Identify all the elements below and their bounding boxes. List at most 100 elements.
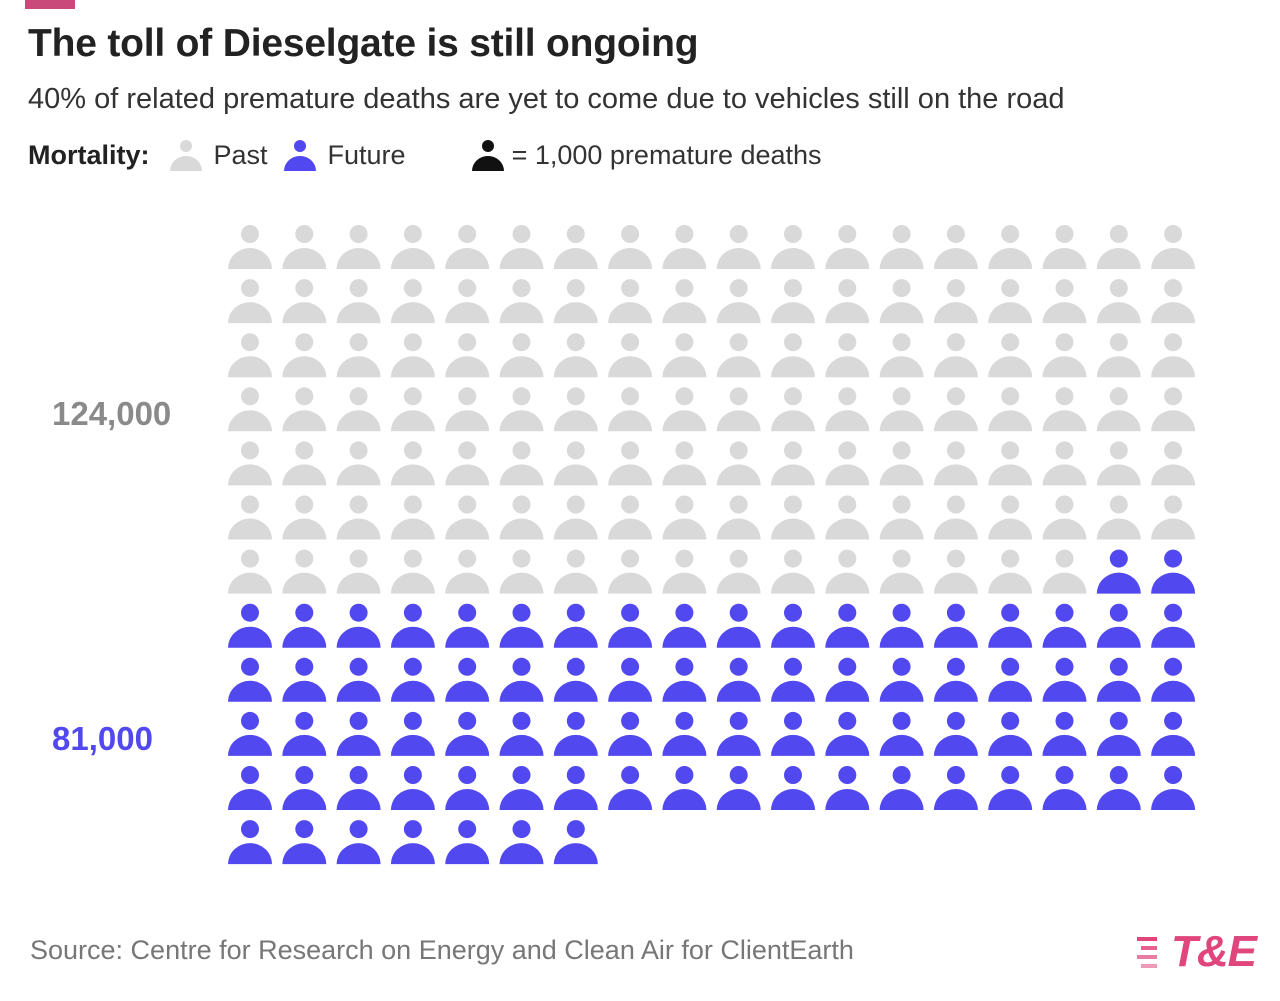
future-person-icon bbox=[499, 766, 544, 810]
future-person-icon bbox=[445, 657, 490, 702]
past-person-icon bbox=[1151, 495, 1196, 540]
future-person-icon bbox=[390, 657, 435, 702]
past-person-icon bbox=[825, 225, 870, 269]
past-person-icon bbox=[1151, 225, 1196, 269]
past-person-icon bbox=[445, 279, 490, 324]
past-person-icon bbox=[879, 495, 924, 540]
past-person-icon bbox=[771, 495, 815, 540]
legend-unit-person-icon bbox=[471, 140, 504, 171]
future-person-icon bbox=[1151, 603, 1196, 648]
future-person-icon bbox=[608, 603, 653, 648]
past-person-icon bbox=[608, 333, 653, 378]
past-person-icon bbox=[499, 225, 544, 269]
future-person-icon bbox=[988, 603, 1033, 648]
past-person-icon bbox=[336, 549, 381, 594]
future-person-icon bbox=[716, 603, 761, 648]
future-person-icon bbox=[879, 711, 924, 756]
past-person-icon bbox=[771, 225, 815, 269]
logo-text: T&E bbox=[1171, 927, 1257, 976]
future-person-icon bbox=[988, 657, 1033, 702]
future-person-icon bbox=[988, 711, 1033, 756]
past-person-icon bbox=[933, 387, 978, 432]
future-person-icon bbox=[771, 657, 815, 702]
past-person-icon bbox=[499, 549, 544, 594]
past-person-icon bbox=[553, 225, 598, 269]
future-person-icon bbox=[553, 657, 598, 702]
future-person-icon bbox=[825, 603, 870, 648]
past-person-icon bbox=[1096, 387, 1141, 432]
past-person-icon bbox=[282, 333, 327, 378]
past-person-icon bbox=[336, 495, 381, 540]
future-person-icon bbox=[1151, 657, 1196, 702]
past-person-icon bbox=[553, 549, 598, 594]
past-person-icon bbox=[771, 549, 815, 594]
past-person-icon bbox=[1042, 333, 1087, 378]
past-person-icon bbox=[390, 279, 435, 324]
future-person-icon bbox=[608, 766, 653, 810]
past-person-icon bbox=[1151, 279, 1196, 324]
past-person-icon bbox=[1042, 441, 1087, 486]
future-person-icon bbox=[553, 820, 598, 865]
legend-past: Past bbox=[213, 139, 268, 170]
future-person-icon bbox=[608, 711, 653, 756]
past-person-icon bbox=[553, 387, 598, 432]
past-person-icon bbox=[228, 333, 272, 378]
past-person-icon bbox=[662, 333, 707, 378]
te-logo: T&E bbox=[1135, 927, 1257, 977]
future-person-icon bbox=[445, 711, 490, 756]
past-person-icon bbox=[988, 387, 1033, 432]
legend-past-person-icon bbox=[169, 140, 202, 171]
past-person-icon bbox=[228, 387, 272, 432]
past-person-icon bbox=[716, 279, 761, 324]
past-person-icon bbox=[879, 549, 924, 594]
future-person-icon bbox=[1042, 657, 1087, 702]
past-person-icon bbox=[228, 441, 272, 486]
past-person-icon bbox=[608, 387, 653, 432]
past-person-icon bbox=[228, 279, 272, 324]
past-person-icon bbox=[825, 495, 870, 540]
past-person-icon bbox=[716, 333, 761, 378]
past-person-icon bbox=[716, 225, 761, 269]
future-person-icon bbox=[662, 657, 707, 702]
past-person-icon bbox=[445, 495, 490, 540]
future-person-icon bbox=[716, 711, 761, 756]
past-person-icon bbox=[1042, 495, 1087, 540]
future-person-icon bbox=[1096, 603, 1141, 648]
past-person-icon bbox=[445, 333, 490, 378]
source-note: Source: Centre for Research on Energy an… bbox=[30, 935, 854, 965]
past-person-icon bbox=[499, 279, 544, 324]
future-person-icon bbox=[228, 766, 272, 810]
past-person-icon bbox=[933, 225, 978, 269]
past-person-icon bbox=[825, 441, 870, 486]
past-person-icon bbox=[1096, 495, 1141, 540]
past-person-icon bbox=[608, 225, 653, 269]
future-person-icon bbox=[825, 657, 870, 702]
past-person-icon bbox=[933, 549, 978, 594]
future-person-icon bbox=[1042, 603, 1087, 648]
future-person-icon bbox=[390, 711, 435, 756]
past-person-icon bbox=[553, 333, 598, 378]
past-person-icon bbox=[282, 441, 327, 486]
future-person-icon bbox=[825, 766, 870, 810]
past-person-icon bbox=[608, 549, 653, 594]
legend-label: Mortality: bbox=[28, 139, 150, 170]
past-person-icon bbox=[445, 225, 490, 269]
accent-bar bbox=[25, 0, 75, 9]
past-person-icon bbox=[662, 387, 707, 432]
future-person-icon bbox=[771, 711, 815, 756]
past-person-icon bbox=[282, 225, 327, 269]
past-person-icon bbox=[608, 495, 653, 540]
chart-subtitle: 40% of related premature deaths are yet … bbox=[28, 83, 1065, 115]
future-person-icon bbox=[282, 711, 327, 756]
past-person-icon bbox=[988, 333, 1033, 378]
future-person-icon bbox=[662, 603, 707, 648]
past-person-icon bbox=[988, 279, 1033, 324]
future-person-icon bbox=[1096, 549, 1141, 594]
logo-lines-icon bbox=[1137, 937, 1157, 968]
past-person-icon bbox=[282, 495, 327, 540]
past-person-icon bbox=[228, 495, 272, 540]
future-person-icon bbox=[228, 603, 272, 648]
past-person-icon bbox=[499, 387, 544, 432]
past-person-icon bbox=[879, 279, 924, 324]
past-person-icon bbox=[336, 333, 381, 378]
